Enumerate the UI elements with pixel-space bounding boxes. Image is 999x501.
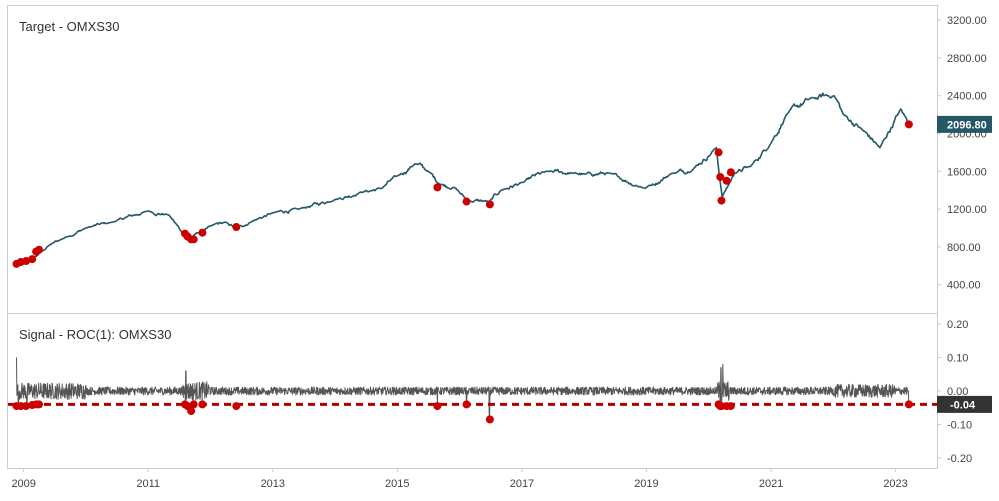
price-signal-markers bbox=[12, 120, 913, 268]
price-marker bbox=[485, 200, 494, 209]
price-marker bbox=[904, 120, 913, 129]
price-panel-title: Target - OMXS30 bbox=[19, 19, 119, 34]
price-marker bbox=[717, 196, 726, 205]
signal-marker bbox=[433, 402, 442, 411]
price-marker bbox=[462, 197, 471, 206]
signal-last-value: -0.04 bbox=[950, 399, 976, 411]
price-marker bbox=[433, 183, 442, 192]
x-tick-label: 2021 bbox=[759, 478, 783, 490]
signal-marker bbox=[232, 402, 241, 411]
price-y-tick-label: 2800.00 bbox=[947, 53, 987, 65]
signal-marker bbox=[485, 415, 494, 424]
price-marker bbox=[232, 223, 241, 232]
signal-marker bbox=[726, 402, 735, 411]
price-marker bbox=[714, 148, 723, 157]
price-marker bbox=[726, 168, 735, 177]
signal-y-tick-label: 0.20 bbox=[947, 319, 968, 331]
price-marker bbox=[28, 255, 37, 264]
price-marker bbox=[35, 245, 44, 254]
price-marker bbox=[722, 176, 731, 185]
price-marker bbox=[716, 172, 725, 181]
price-y-tick-label: 1200.00 bbox=[947, 204, 987, 216]
signal-marker bbox=[22, 402, 31, 411]
price-series bbox=[16, 92, 910, 265]
x-tick-label: 2011 bbox=[136, 478, 160, 490]
price-y-tick-label: 400.00 bbox=[947, 280, 981, 292]
price-marker bbox=[189, 235, 198, 244]
signal-marker bbox=[198, 400, 207, 409]
signal-marker bbox=[189, 400, 198, 409]
price-marker bbox=[198, 228, 207, 237]
price-line bbox=[16, 92, 910, 265]
signal-markers bbox=[12, 400, 913, 424]
signal-panel-title: Signal - ROC(1): OMXS30 bbox=[19, 327, 171, 342]
chart-frame bbox=[7, 5, 938, 469]
price-y-tick-label: 1600.00 bbox=[947, 166, 987, 178]
signal-marker bbox=[462, 400, 471, 409]
signal-marker bbox=[904, 400, 913, 409]
price-y-tick-label: 800.00 bbox=[947, 242, 981, 254]
price-marker bbox=[22, 257, 31, 266]
x-tick-label: 2009 bbox=[11, 478, 35, 490]
signal-y-tick-label: 0.00 bbox=[947, 386, 968, 398]
signal-y-tick-label: -0.20 bbox=[947, 453, 972, 465]
price-y-tick-label: 2400.00 bbox=[947, 91, 987, 103]
price-y-axis: 400.00800.001200.001600.002000.002400.00… bbox=[937, 15, 987, 292]
x-tick-label: 2019 bbox=[634, 478, 658, 490]
price-last-value-tag: 2096.80 bbox=[937, 115, 992, 133]
signal-last-value-tag: -0.04 bbox=[937, 395, 992, 413]
price-y-tick-label: 3200.00 bbox=[947, 15, 987, 27]
signal-marker bbox=[187, 407, 196, 416]
x-tick-label: 2017 bbox=[510, 478, 534, 490]
x-tick-label: 2015 bbox=[385, 478, 409, 490]
signal-line bbox=[16, 357, 910, 419]
x-tick-label: 2013 bbox=[261, 478, 285, 490]
signal-series bbox=[16, 357, 910, 419]
x-axis: 2009 2011 2013 2015 2017 2019 2021 2023 bbox=[11, 468, 908, 490]
price-last-value: 2096.80 bbox=[947, 119, 987, 131]
signal-y-tick-label: -0.10 bbox=[947, 419, 972, 431]
signal-y-tick-label: 0.10 bbox=[947, 353, 968, 365]
x-tick-label: 2023 bbox=[883, 478, 907, 490]
signal-marker bbox=[35, 400, 44, 409]
signal-y-axis: -0.20 -0.10 0.00 0.10 0.20 bbox=[937, 319, 972, 465]
